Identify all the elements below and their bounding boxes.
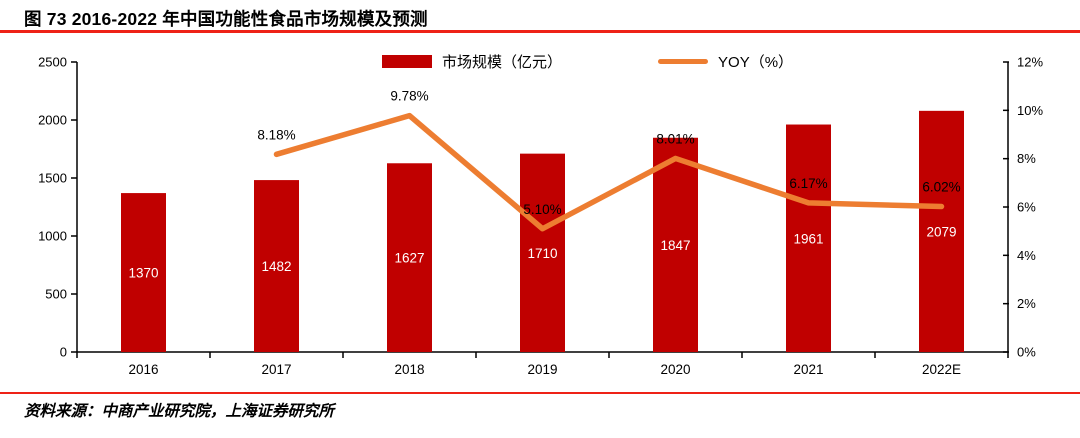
y-axis-right-tick-label: 0% [1017,345,1036,360]
y-axis-left-tick-label: 2500 [38,55,67,70]
yoy-point-label: 6.02% [922,180,960,195]
legend-bar-label: 市场规模（亿元） [442,54,563,71]
y-axis-left-tick-label: 0 [60,345,67,360]
bar-value-label: 2079 [926,224,956,239]
bar-value-label: 1710 [527,246,557,261]
figure-title: 图 73 2016-2022 年中国功能性食品市场规模及预测 [24,9,428,29]
bar-value-label: 1482 [261,259,291,274]
bar-value-label: 1961 [793,231,823,246]
x-category-label: 2021 [793,362,823,377]
x-category-label: 2016 [128,362,158,377]
y-axis-left-tick-label: 1500 [38,171,67,186]
bar [254,180,299,352]
source-text: 资料来源：中商产业研究院，上海证券研究所 [24,403,335,420]
chart-legend: 市场规模（亿元） YOY（%） [382,51,793,72]
x-category-label: 2018 [394,362,424,377]
bar [919,110,964,352]
y-axis-left-tick-label: 2000 [38,113,67,128]
x-category-label: 2019 [527,362,557,377]
bar [653,137,698,352]
y-axis-left-tick-label: 500 [45,287,67,302]
bar [520,153,565,352]
y-axis-right-tick-label: 10% [1017,103,1043,118]
source-divider [0,392,1080,394]
x-category-label: 2017 [261,362,291,377]
bar-value-label: 1627 [394,251,424,266]
legend-line-swatch-icon [658,59,709,64]
bar [121,193,166,352]
title-divider [0,30,1080,33]
bar [387,163,432,352]
x-category-label: 2022E [922,362,961,377]
legend-item-market-size: 市场规模（亿元） [382,51,562,72]
yoy-point-label: 8.18% [257,127,295,142]
yoy-point-label: 5.10% [523,202,561,217]
bar-value-label: 1370 [128,266,158,281]
yoy-point-label: 6.17% [789,176,827,191]
legend-bar-swatch-icon [382,55,432,68]
yoy-point-label: 8.01% [656,131,694,146]
yoy-point-label: 9.78% [390,89,428,104]
bar [786,124,831,352]
yoy-line [273,112,945,232]
y-axis-right-tick-label: 8% [1017,151,1036,166]
x-category-label: 2020 [660,362,690,377]
y-axis-right-tick-label: 2% [1017,296,1036,311]
y-axis-right-tick-label: 12% [1017,55,1043,70]
legend-item-yoy: YOY（%） [658,51,793,72]
legend-line-label: YOY（%） [718,54,794,71]
y-axis-left-tick-label: 1000 [38,229,67,244]
bar-value-label: 1847 [660,238,690,253]
y-axis-right-tick-label: 6% [1017,200,1036,215]
y-axis-right-tick-label: 4% [1017,248,1036,263]
